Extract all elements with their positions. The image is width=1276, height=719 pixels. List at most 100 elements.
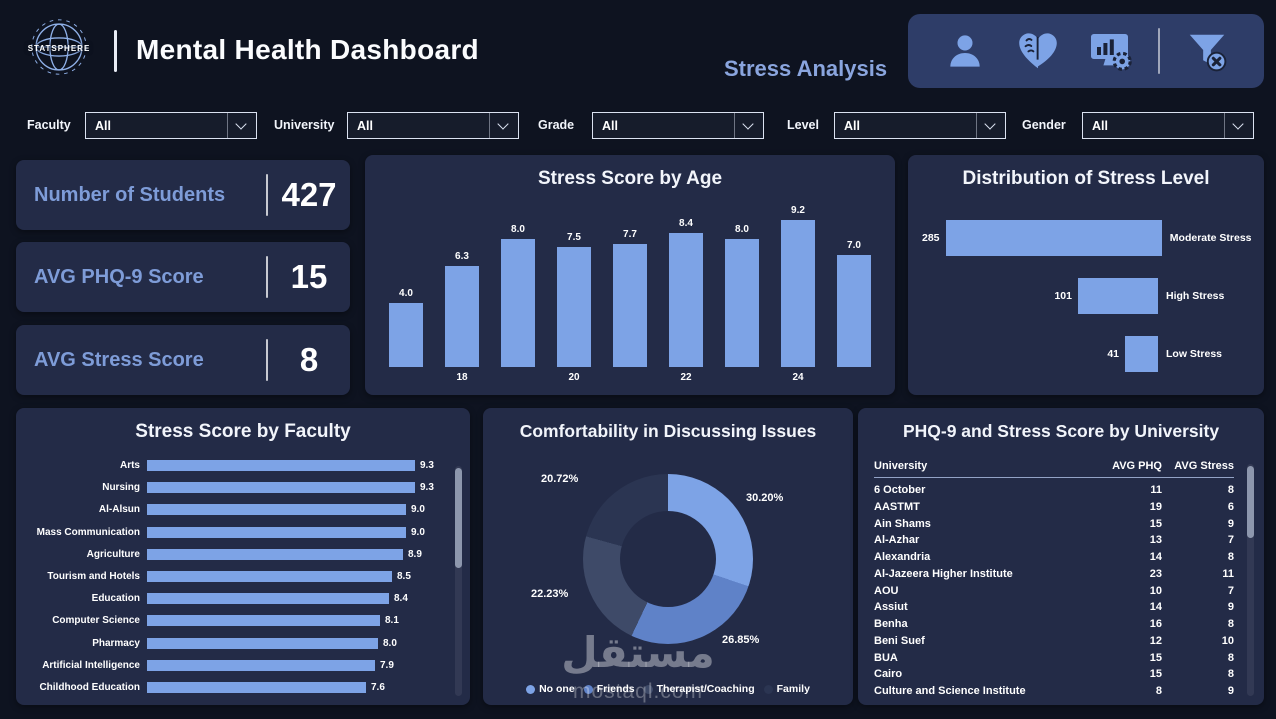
bar[interactable] bbox=[147, 570, 392, 582]
table-row[interactable]: Ain Shams 15 9 bbox=[874, 518, 1234, 530]
bar-value-label: 9.2 bbox=[791, 204, 805, 216]
filter-dropdown-gender[interactable]: All bbox=[1082, 112, 1254, 139]
table-row[interactable]: Culture and Science Institute 8 9 bbox=[874, 685, 1234, 697]
table-row[interactable]: AOU 10 7 bbox=[874, 585, 1234, 597]
analytics-monitor-icon[interactable] bbox=[1085, 25, 1137, 77]
avg-stress-value: 6 bbox=[1227, 500, 1234, 513]
donut-hole bbox=[620, 511, 716, 607]
avg-stress-value: 9 bbox=[1227, 685, 1234, 697]
bar[interactable] bbox=[781, 219, 815, 367]
bar[interactable] bbox=[445, 266, 479, 367]
bar[interactable] bbox=[1078, 278, 1158, 314]
column-header[interactable]: University bbox=[874, 460, 928, 472]
stress-by-faculty-card: Stress Score by Faculty Arts 9.3 Nursing 9.… bbox=[16, 408, 470, 705]
logo-text: STATSPHERE bbox=[27, 44, 91, 53]
faculty-row: Education 8.4 bbox=[24, 593, 436, 605]
bar-value-label: 8.4 bbox=[679, 217, 693, 229]
chevron-down-icon bbox=[742, 118, 754, 130]
bar-value-label: 41 bbox=[1107, 348, 1119, 360]
slicer-separator bbox=[227, 113, 228, 138]
legend-item[interactable]: Therapist/Coaching bbox=[643, 683, 755, 695]
x-axis-label bbox=[405, 367, 408, 387]
bar[interactable] bbox=[147, 548, 403, 560]
table-scrollbar-thumb[interactable] bbox=[1247, 466, 1254, 538]
chart-title: Comfortability in Discussing Issues bbox=[519, 421, 817, 441]
legend-label: No one bbox=[539, 683, 575, 695]
bar[interactable] bbox=[501, 239, 535, 367]
filter-clear-icon[interactable] bbox=[1181, 25, 1233, 77]
table-row[interactable]: Beni Suef 12 10 bbox=[874, 635, 1234, 647]
bar[interactable] bbox=[557, 247, 591, 367]
table-row[interactable]: Cairo 15 8 bbox=[874, 668, 1234, 680]
filter-dropdown-grade[interactable]: All bbox=[592, 112, 764, 139]
chart-title: Stress Score by Faculty bbox=[135, 421, 351, 442]
filter-dropdown-university[interactable]: All bbox=[347, 112, 519, 139]
bar[interactable] bbox=[669, 232, 703, 367]
statsphere-logo: STATSPHERE bbox=[20, 12, 98, 90]
legend-dot bbox=[643, 684, 653, 694]
bar[interactable] bbox=[613, 243, 647, 367]
table-row[interactable]: Assiut 14 9 bbox=[874, 601, 1234, 613]
table-row[interactable]: BUA 15 8 bbox=[874, 652, 1234, 664]
table-body: 6 October 11 8 AASTMT 19 6 Ain Shams 15 9 Al-Azha… bbox=[874, 484, 1234, 697]
avg-phq-value: 16 bbox=[1149, 618, 1162, 630]
bar[interactable] bbox=[1125, 336, 1158, 372]
kpi-card: AVG Stress Score 8 bbox=[16, 325, 350, 395]
bar[interactable] bbox=[945, 220, 1162, 256]
legend-item[interactable]: No one bbox=[526, 683, 575, 695]
filter-value: All bbox=[1092, 118, 1108, 133]
faculty-scrollbar-thumb[interactable] bbox=[455, 468, 462, 568]
age-bar-group: 9.2 24 bbox=[775, 205, 821, 387]
heart-brain-icon[interactable] bbox=[1012, 25, 1064, 77]
person-icon[interactable] bbox=[939, 25, 991, 77]
page-label: Stress Analysis bbox=[724, 56, 888, 81]
bar[interactable] bbox=[147, 526, 406, 538]
slicer-separator bbox=[1224, 113, 1225, 138]
bar[interactable] bbox=[725, 239, 759, 367]
avg-phq-value: 11 bbox=[1150, 484, 1162, 496]
faculty-row: Al-Alsun 9.0 bbox=[24, 504, 436, 516]
table-row[interactable]: Al-Azhar 13 7 bbox=[874, 534, 1234, 546]
bar[interactable] bbox=[147, 593, 389, 605]
column-header[interactable]: AVG PHQ bbox=[1112, 460, 1162, 472]
avg-phq-value: 8 bbox=[1155, 685, 1162, 697]
legend-item[interactable]: Friends bbox=[583, 683, 635, 695]
bar[interactable] bbox=[389, 303, 423, 367]
bar[interactable] bbox=[147, 504, 406, 516]
comfortability-card: Comfortability in Discussing Issues No o… bbox=[483, 408, 853, 705]
avg-stress-value: 8 bbox=[1227, 551, 1234, 563]
bar[interactable] bbox=[147, 637, 378, 649]
bar[interactable] bbox=[147, 615, 380, 627]
table-row[interactable]: 6 October 11 8 bbox=[874, 484, 1234, 496]
distribution-row: 41 Low Stress bbox=[922, 336, 1254, 372]
bar[interactable] bbox=[147, 460, 415, 471]
bar[interactable] bbox=[147, 482, 415, 494]
avg-stress-value: 8 bbox=[1227, 651, 1234, 664]
bar[interactable] bbox=[147, 659, 375, 671]
column-header[interactable]: AVG Stress bbox=[1174, 460, 1234, 472]
table-row[interactable]: AASTMT 19 6 bbox=[874, 501, 1234, 513]
category-label: Pharmacy bbox=[92, 637, 140, 649]
table-row[interactable]: Al-Jazeera Higher Institute 23 11 bbox=[874, 568, 1234, 580]
age-bar-group: 4.0 bbox=[383, 288, 429, 387]
table-scrollbar bbox=[1247, 464, 1254, 696]
bar-value-label: 6.3 bbox=[455, 251, 469, 263]
faculty-row: Nursing 9.3 bbox=[24, 482, 436, 494]
bar[interactable] bbox=[837, 255, 871, 367]
table-row[interactable]: Alexandria 14 8 bbox=[874, 551, 1234, 563]
avg-stress-value: 11 bbox=[1222, 567, 1234, 580]
kpi-card: AVG PHQ-9 Score 15 bbox=[16, 242, 350, 312]
x-axis-label bbox=[629, 367, 632, 387]
kpi-label: AVG PHQ-9 Score bbox=[34, 265, 204, 288]
bar-value-label: 101 bbox=[1054, 290, 1072, 302]
legend-item[interactable]: Family bbox=[763, 683, 810, 695]
filter-dropdown-faculty[interactable]: All bbox=[85, 112, 257, 139]
avg-stress-value: 9 bbox=[1227, 517, 1234, 530]
bar-value-label: 8.9 bbox=[408, 548, 422, 560]
bar[interactable] bbox=[147, 681, 366, 693]
filter-dropdown-level[interactable]: All bbox=[834, 112, 1006, 139]
avg-phq-value: 14 bbox=[1149, 551, 1162, 563]
faculty-row: Arts 9.3 bbox=[24, 460, 436, 471]
table-row[interactable]: Benha 16 8 bbox=[874, 618, 1234, 630]
